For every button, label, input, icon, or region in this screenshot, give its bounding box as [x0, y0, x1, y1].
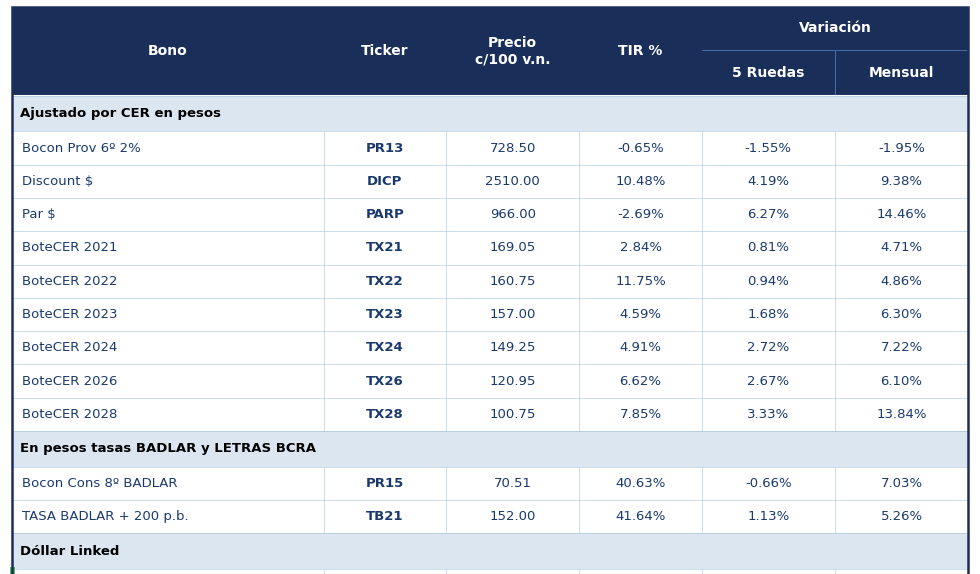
Text: Ajustado por CER en pesos: Ajustado por CER en pesos [20, 107, 220, 120]
Text: TX23: TX23 [366, 308, 404, 321]
Text: -0.66%: -0.66% [745, 477, 792, 490]
Text: 6.10%: 6.10% [881, 375, 922, 387]
Text: TX28: TX28 [366, 408, 404, 421]
Bar [12, 533, 968, 569]
Text: 6.30%: 6.30% [881, 308, 922, 321]
Text: Discount $: Discount $ [22, 175, 93, 188]
Bar [12, 198, 968, 231]
Text: 11.75%: 11.75% [615, 275, 665, 288]
Text: TX24: TX24 [366, 342, 404, 354]
Bar [12, 131, 968, 165]
Text: TX21: TX21 [367, 242, 404, 254]
Text: En pesos tasas BADLAR y LETRAS BCRA: En pesos tasas BADLAR y LETRAS BCRA [20, 443, 316, 455]
Text: PR15: PR15 [366, 477, 404, 490]
Text: BoteCER 2022: BoteCER 2022 [22, 275, 117, 288]
Bar [12, 398, 968, 431]
Bar [12, 7, 968, 96]
Text: -0.65%: -0.65% [617, 142, 663, 154]
Text: 1.68%: 1.68% [748, 308, 789, 321]
Text: TIR %: TIR % [618, 44, 662, 59]
Text: 1.13%: 1.13% [747, 510, 790, 523]
Text: 5 Ruedas: 5 Ruedas [732, 66, 805, 80]
Text: Par $: Par $ [22, 208, 55, 221]
Bar [12, 569, 968, 574]
Text: 6.62%: 6.62% [619, 375, 662, 387]
Text: BoteCER 2028: BoteCER 2028 [22, 408, 117, 421]
Text: TB21: TB21 [367, 510, 404, 523]
Text: -1.55%: -1.55% [745, 142, 792, 154]
Text: 70.51: 70.51 [494, 477, 532, 490]
Text: PARP: PARP [366, 208, 405, 221]
Text: DICP: DICP [368, 175, 403, 188]
Bar [12, 298, 968, 331]
Text: BoteCER 2024: BoteCER 2024 [22, 342, 117, 354]
Text: Bocon Cons 8º BADLAR: Bocon Cons 8º BADLAR [22, 477, 177, 490]
Text: 2.72%: 2.72% [747, 342, 790, 354]
Text: 7.22%: 7.22% [880, 342, 923, 354]
Text: 4.59%: 4.59% [619, 308, 662, 321]
Text: PR13: PR13 [366, 142, 404, 154]
Text: 41.64%: 41.64% [615, 510, 665, 523]
Text: 5.26%: 5.26% [881, 510, 923, 523]
Text: Dóllar Linked: Dóllar Linked [20, 545, 119, 557]
Text: 14.46%: 14.46% [876, 208, 927, 221]
Text: Bono: Bono [148, 44, 187, 59]
Text: 2510.00: 2510.00 [485, 175, 540, 188]
Text: 9.38%: 9.38% [881, 175, 922, 188]
Text: -2.69%: -2.69% [617, 208, 663, 221]
Text: 728.50: 728.50 [490, 142, 536, 154]
Text: 6.27%: 6.27% [748, 208, 790, 221]
Bar [12, 431, 968, 467]
Text: 4.19%: 4.19% [748, 175, 789, 188]
Text: 157.00: 157.00 [490, 308, 536, 321]
Text: -1.95%: -1.95% [878, 142, 925, 154]
Text: 4.71%: 4.71% [881, 242, 923, 254]
Text: 120.95: 120.95 [490, 375, 536, 387]
Text: Bocon Prov 6º 2%: Bocon Prov 6º 2% [22, 142, 140, 154]
Text: BoteCER 2023: BoteCER 2023 [22, 308, 117, 321]
Text: 0.81%: 0.81% [748, 242, 789, 254]
Text: Variación: Variación [799, 21, 871, 35]
Text: 4.86%: 4.86% [881, 275, 922, 288]
Text: 40.63%: 40.63% [615, 477, 665, 490]
Text: 4.91%: 4.91% [619, 342, 662, 354]
Text: 152.00: 152.00 [490, 510, 536, 523]
Text: BoteCER 2026: BoteCER 2026 [22, 375, 117, 387]
Text: 13.84%: 13.84% [876, 408, 927, 421]
Text: 7.85%: 7.85% [619, 408, 662, 421]
Bar [12, 96, 968, 131]
Text: 2.84%: 2.84% [619, 242, 662, 254]
Bar [12, 500, 968, 533]
Bar [12, 331, 968, 364]
Bar [12, 364, 968, 398]
Bar [12, 231, 968, 265]
Bar [12, 467, 968, 500]
Text: 10.48%: 10.48% [615, 175, 665, 188]
Bar [12, 165, 968, 198]
Text: BoteCER 2021: BoteCER 2021 [22, 242, 117, 254]
Text: 7.03%: 7.03% [881, 477, 923, 490]
Text: Mensual: Mensual [869, 66, 934, 80]
Text: 169.05: 169.05 [490, 242, 536, 254]
Text: 100.75: 100.75 [490, 408, 536, 421]
Text: 966.00: 966.00 [490, 208, 536, 221]
Text: TX22: TX22 [367, 275, 404, 288]
Text: 149.25: 149.25 [490, 342, 536, 354]
Text: TASA BADLAR + 200 p.b.: TASA BADLAR + 200 p.b. [22, 510, 188, 523]
Text: Ticker: Ticker [361, 44, 409, 59]
Text: 0.94%: 0.94% [748, 275, 789, 288]
Text: TX26: TX26 [366, 375, 404, 387]
Bar [12, 265, 968, 298]
Text: 3.33%: 3.33% [747, 408, 790, 421]
Text: 2.67%: 2.67% [748, 375, 790, 387]
Text: Precio
c/100 v.n.: Precio c/100 v.n. [475, 36, 551, 67]
Text: 160.75: 160.75 [490, 275, 536, 288]
